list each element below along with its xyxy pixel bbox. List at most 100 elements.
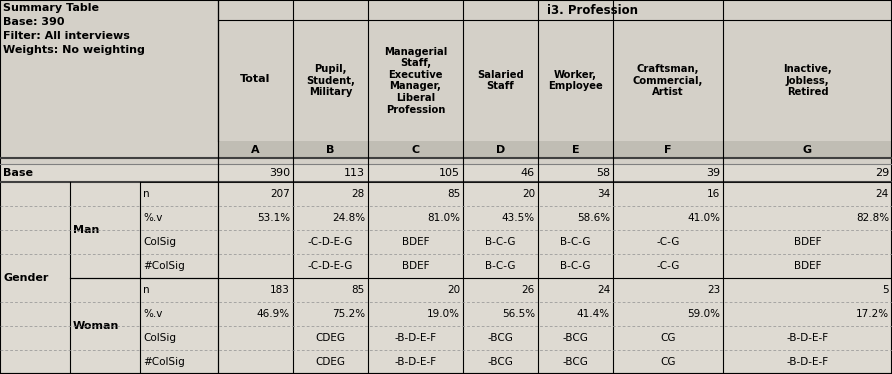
Bar (0, 230, 892, 254)
Text: i3. Profession: i3. Profession (547, 3, 638, 16)
Text: 390: 390 (268, 168, 290, 178)
Text: BDEF: BDEF (401, 261, 429, 271)
Text: 23: 23 (706, 285, 720, 295)
Text: -BCG: -BCG (563, 333, 589, 343)
Text: 20: 20 (522, 189, 535, 199)
Text: 26: 26 (522, 285, 535, 295)
Text: 28: 28 (351, 189, 365, 199)
Text: -C-D-E-G: -C-D-E-G (308, 261, 353, 271)
Text: B-C-G: B-C-G (485, 237, 516, 247)
Text: -B-D-E-F: -B-D-E-F (394, 357, 436, 367)
Text: CG: CG (660, 333, 676, 343)
Text: #ColSig: #ColSig (143, 357, 185, 367)
Text: -C-G: -C-G (657, 261, 680, 271)
Bar (218, 141, 293, 158)
Bar (0, 302, 892, 326)
Text: BDEF: BDEF (794, 261, 822, 271)
Text: 85: 85 (351, 285, 365, 295)
Text: 43.5%: 43.5% (502, 213, 535, 223)
Text: 53.1%: 53.1% (257, 213, 290, 223)
Text: -B-D-E-F: -B-D-E-F (787, 333, 829, 343)
Bar (0, 158, 892, 164)
Bar (538, 20, 613, 141)
Text: 81.0%: 81.0% (427, 213, 460, 223)
Text: F: F (665, 144, 672, 154)
Text: 207: 207 (270, 189, 290, 199)
Text: 46.9%: 46.9% (257, 309, 290, 319)
Text: Managerial
Staff,
Executive
Manager,
Liberal
Profession: Managerial Staff, Executive Manager, Lib… (384, 46, 447, 114)
Bar (0, 350, 892, 374)
Bar (293, 141, 368, 158)
Text: -B-D-E-F: -B-D-E-F (394, 333, 436, 343)
Text: 17.2%: 17.2% (856, 309, 889, 319)
Text: %.v: %.v (143, 213, 162, 223)
Text: BDEF: BDEF (794, 237, 822, 247)
Text: Worker,
Employee: Worker, Employee (548, 70, 603, 91)
Text: Base: Base (3, 168, 33, 178)
Bar (723, 141, 892, 158)
Text: 29: 29 (875, 168, 889, 178)
Text: -BCG: -BCG (488, 333, 514, 343)
Bar (613, 20, 723, 141)
Bar (0, 164, 892, 182)
Bar (613, 141, 723, 158)
Bar (293, 0, 892, 20)
Text: -BCG: -BCG (563, 357, 589, 367)
Text: 75.2%: 75.2% (332, 309, 365, 319)
Text: 24: 24 (597, 285, 610, 295)
Text: 56.5%: 56.5% (502, 309, 535, 319)
Text: 19.0%: 19.0% (427, 309, 460, 319)
Text: B-C-G: B-C-G (560, 261, 591, 271)
Bar (463, 141, 538, 158)
Bar (0, 254, 892, 278)
Bar (0, 0, 218, 158)
Text: Summary Table
Base: 390
Filter: All interviews
Weights: No weighting: Summary Table Base: 390 Filter: All inte… (3, 3, 145, 55)
Text: 183: 183 (270, 285, 290, 295)
Text: -C-G: -C-G (657, 237, 680, 247)
Bar (368, 20, 463, 141)
Text: 58.6%: 58.6% (577, 213, 610, 223)
Text: CDEG: CDEG (316, 357, 345, 367)
Text: Inactive,
Jobless,
Retired: Inactive, Jobless, Retired (783, 64, 832, 97)
Bar (463, 20, 538, 141)
Text: D: D (496, 144, 505, 154)
Text: %.v: %.v (143, 309, 162, 319)
Text: -C-D-E-G: -C-D-E-G (308, 237, 353, 247)
Text: B: B (326, 144, 334, 154)
Text: 24.8%: 24.8% (332, 213, 365, 223)
Text: 58: 58 (596, 168, 610, 178)
Text: 39: 39 (706, 168, 720, 178)
Text: 20: 20 (447, 285, 460, 295)
Text: 46: 46 (521, 168, 535, 178)
Text: ColSig: ColSig (143, 333, 176, 343)
Text: G: G (803, 144, 812, 154)
Text: ColSig: ColSig (143, 237, 176, 247)
Text: 82.8%: 82.8% (856, 213, 889, 223)
Text: 5: 5 (882, 285, 889, 295)
Text: 85: 85 (447, 189, 460, 199)
Text: A: A (252, 144, 260, 154)
Text: 41.4%: 41.4% (577, 309, 610, 319)
Bar (723, 20, 892, 141)
Text: Craftsman,
Commercial,
Artist: Craftsman, Commercial, Artist (632, 64, 703, 97)
Text: Salaried
Staff: Salaried Staff (477, 70, 524, 91)
Bar (218, 0, 293, 158)
Text: CDEG: CDEG (316, 333, 345, 343)
Text: 41.0%: 41.0% (687, 213, 720, 223)
Bar (538, 141, 613, 158)
Text: E: E (572, 144, 579, 154)
Bar (0, 278, 892, 302)
Bar (0, 326, 892, 350)
Text: BDEF: BDEF (401, 237, 429, 247)
Text: 24: 24 (876, 189, 889, 199)
Bar (0, 206, 892, 230)
Text: B-C-G: B-C-G (560, 237, 591, 247)
Text: 105: 105 (439, 168, 460, 178)
Bar (368, 141, 463, 158)
Bar (0, 182, 892, 206)
Text: n: n (143, 285, 150, 295)
Bar (293, 20, 368, 141)
Text: 34: 34 (597, 189, 610, 199)
Text: 113: 113 (344, 168, 365, 178)
Text: Gender: Gender (3, 273, 48, 283)
